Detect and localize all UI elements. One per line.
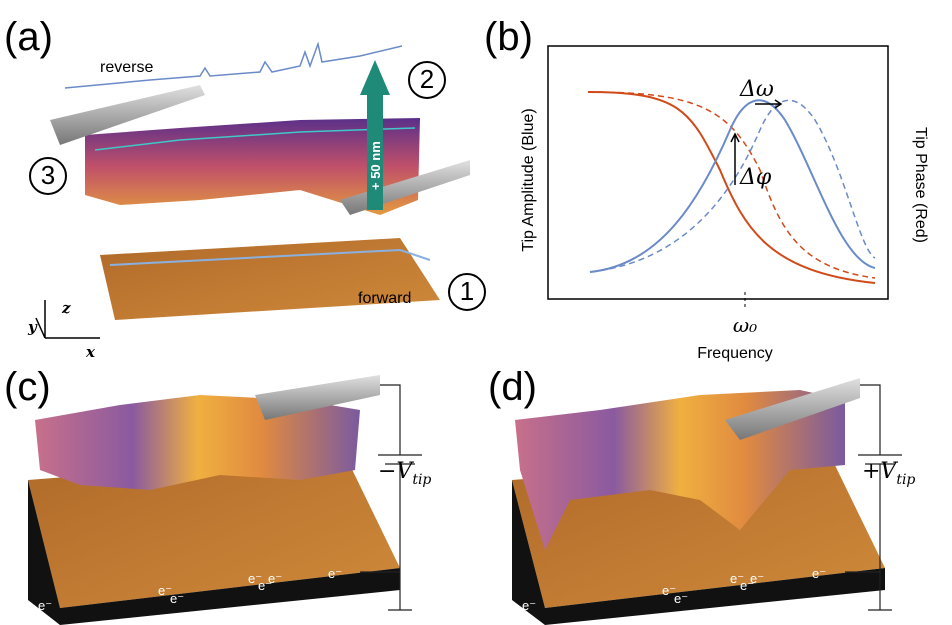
voltage-subscript: tip [412,472,431,488]
axis-label: x [85,343,96,361]
y-right-label: Tip Phase (Red) [912,127,929,243]
voltage-subscript: tip [896,472,915,488]
tip-voltage: +Vtip [862,459,915,488]
omega0-label: ω₀ [733,313,757,337]
panel-b: (b) Tip Amplitude (Blue) Tip Phase (Red)… [484,15,929,362]
panel-d: (d) +Vtip e⁻ e⁻ e⁻ e⁻ e⁻ e⁻ e⁻ [488,365,915,625]
plot-frame [548,46,888,299]
x-label: Frequency [697,345,773,362]
voltage-symbol: +V [862,459,898,484]
voltage-symbol: −V [378,459,414,484]
reverse-label: reverse [100,59,153,76]
electron: e⁻ [38,598,52,613]
height-label: + 50 nm [368,141,383,190]
y-left-label: Tip Amplitude (Blue) [520,108,537,251]
panel-label: (d) [488,365,537,409]
electron: e⁻ [328,566,342,581]
delta-phi: Δφ [739,165,772,190]
electron: e⁻ [750,571,764,586]
electron: e⁻ [674,591,688,606]
electron: e⁻ [170,591,184,606]
panel-c: (c) −Vtip e⁻ e⁻ e⁻ e⁻ e⁻ e⁻ e⁻ [4,365,431,625]
tip-voltage: −Vtip [378,459,431,488]
phase-curve [588,92,875,283]
step-number: 2 [420,64,434,94]
figure: (a) reverse + 50 nm forward 2 3 1 x y z … [0,0,952,625]
panel-label: (b) [484,15,533,59]
delta-omega: Δω [739,77,774,102]
panel-a: (a) reverse + 50 nm forward 2 3 1 x y z [4,15,485,361]
phase-curve-shifted [588,92,875,278]
electron: e⁻ [812,566,826,581]
panel-label: (c) [4,365,51,409]
forward-label: forward [358,290,411,307]
electron: e⁻ [522,598,536,613]
step-number: 3 [41,160,55,190]
step-number: 1 [460,276,474,306]
axis-label: z [61,299,71,317]
electron: e⁻ [268,571,282,586]
axis-label: y [27,318,38,336]
amplitude-curve [590,100,875,272]
panel-label: (a) [4,15,53,59]
